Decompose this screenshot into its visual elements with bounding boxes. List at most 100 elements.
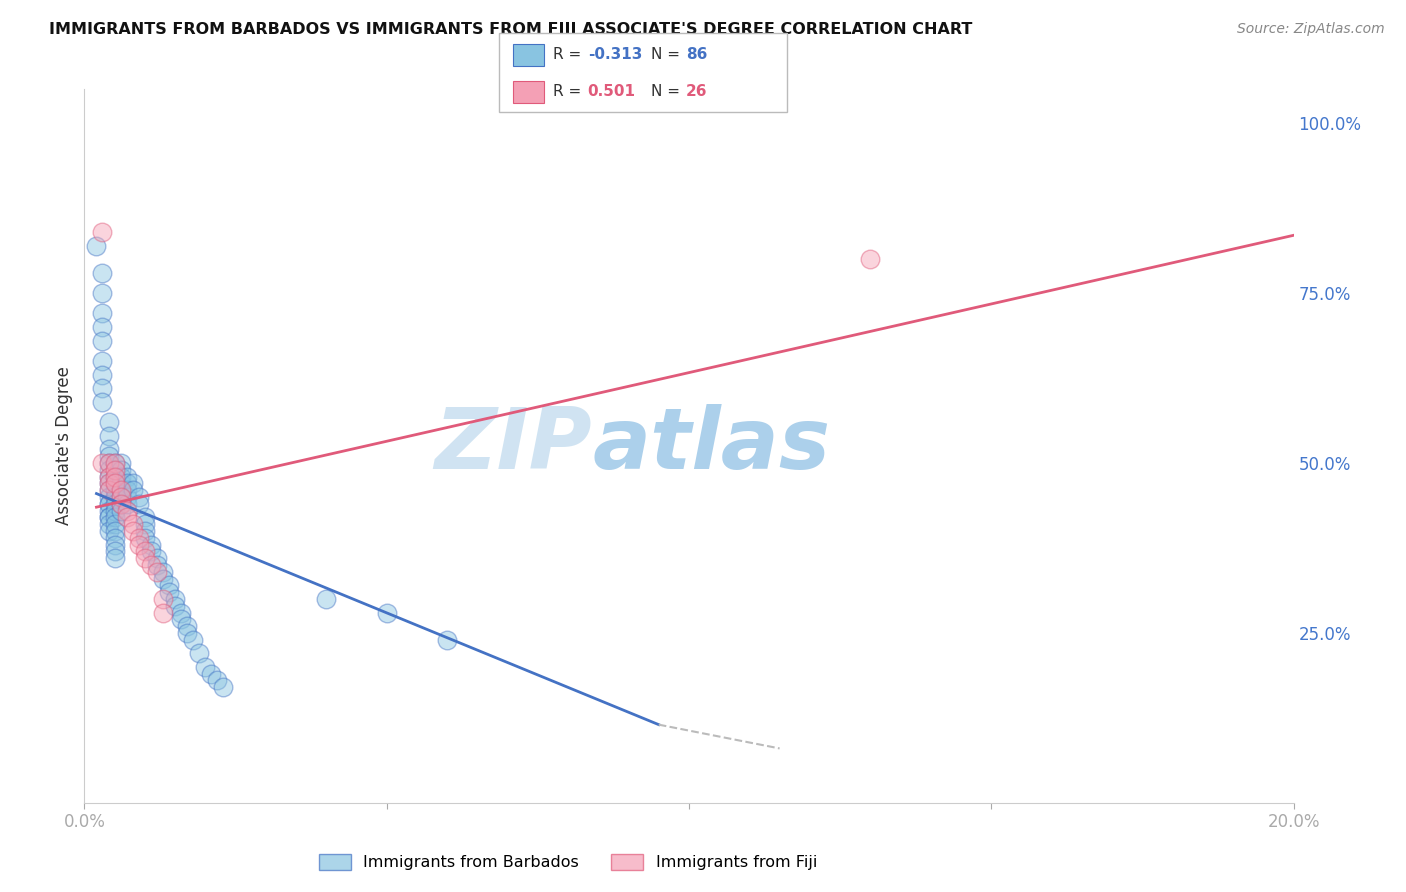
Point: [91, 286, 114, 301]
Point: [104, 463, 127, 477]
Text: ZIP: ZIP: [434, 404, 592, 488]
Point: [91, 354, 114, 368]
Point: [188, 646, 211, 660]
Text: R =: R =: [553, 47, 586, 62]
Point: [104, 469, 127, 483]
Point: [91, 225, 114, 239]
Text: R =: R =: [553, 85, 586, 99]
Text: -0.313: -0.313: [588, 47, 643, 62]
Point: [104, 531, 127, 545]
Point: [315, 591, 337, 606]
Text: 0.501: 0.501: [588, 85, 636, 99]
Point: [157, 578, 180, 592]
Point: [97, 490, 120, 504]
Point: [104, 463, 127, 477]
Legend: Immigrants from Barbados, Immigrants from Fiji: Immigrants from Barbados, Immigrants fro…: [312, 847, 824, 877]
Point: [128, 497, 150, 511]
Point: [97, 524, 120, 538]
Point: [97, 517, 120, 532]
Point: [97, 476, 120, 491]
Point: [91, 266, 114, 280]
Point: [104, 544, 127, 558]
Point: [176, 626, 198, 640]
Point: [152, 572, 174, 586]
Point: [110, 463, 132, 477]
Point: [104, 537, 127, 551]
Point: [176, 619, 198, 633]
Point: [91, 381, 114, 395]
Point: [115, 510, 138, 524]
Point: [110, 476, 132, 491]
Point: [104, 490, 127, 504]
Point: [91, 320, 114, 334]
Point: [134, 531, 156, 545]
Point: [97, 503, 120, 517]
Text: atlas: atlas: [592, 404, 831, 488]
Point: [110, 469, 132, 483]
Point: [110, 503, 132, 517]
Point: [97, 449, 120, 463]
Point: [91, 334, 114, 348]
Point: [139, 544, 162, 558]
Point: [104, 524, 127, 538]
Point: [121, 476, 143, 491]
Point: [104, 456, 127, 470]
Point: [104, 503, 127, 517]
Point: [110, 483, 132, 498]
Point: [121, 524, 143, 538]
Point: [134, 544, 156, 558]
Point: [134, 551, 156, 566]
Point: [97, 442, 120, 457]
Point: [110, 497, 132, 511]
Point: [170, 612, 193, 626]
Point: [97, 415, 120, 429]
Point: [104, 456, 127, 470]
Point: [110, 456, 132, 470]
Point: [97, 510, 120, 524]
Text: 26: 26: [686, 85, 707, 99]
Point: [859, 252, 882, 266]
Point: [115, 469, 138, 483]
Point: [104, 469, 127, 483]
Point: [128, 490, 150, 504]
Point: [104, 476, 127, 491]
Point: [375, 606, 398, 620]
Point: [110, 490, 132, 504]
Point: [104, 476, 127, 491]
Point: [194, 660, 217, 674]
Point: [121, 517, 143, 532]
Point: [115, 490, 138, 504]
Point: [115, 497, 138, 511]
Point: [134, 517, 156, 532]
Point: [165, 599, 187, 613]
Point: [121, 483, 143, 498]
Point: [110, 490, 132, 504]
Y-axis label: Associate's Degree: Associate's Degree: [55, 367, 73, 525]
Point: [146, 565, 169, 579]
Point: [97, 429, 120, 443]
Point: [91, 368, 114, 382]
Point: [104, 483, 127, 498]
Point: [200, 666, 222, 681]
Text: N =: N =: [651, 47, 685, 62]
Point: [139, 537, 162, 551]
Point: [110, 497, 132, 511]
Point: [97, 469, 120, 483]
Point: [86, 238, 108, 252]
Point: [146, 551, 169, 566]
Point: [97, 497, 120, 511]
Point: [97, 510, 120, 524]
Point: [97, 483, 120, 498]
Point: [152, 591, 174, 606]
Point: [128, 537, 150, 551]
Point: [152, 565, 174, 579]
Point: [97, 469, 120, 483]
Point: [157, 585, 180, 599]
Text: 86: 86: [686, 47, 707, 62]
Point: [134, 510, 156, 524]
Point: [165, 591, 187, 606]
Point: [152, 606, 174, 620]
Point: [207, 673, 229, 688]
Point: [115, 476, 138, 491]
Text: Source: ZipAtlas.com: Source: ZipAtlas.com: [1237, 22, 1385, 37]
